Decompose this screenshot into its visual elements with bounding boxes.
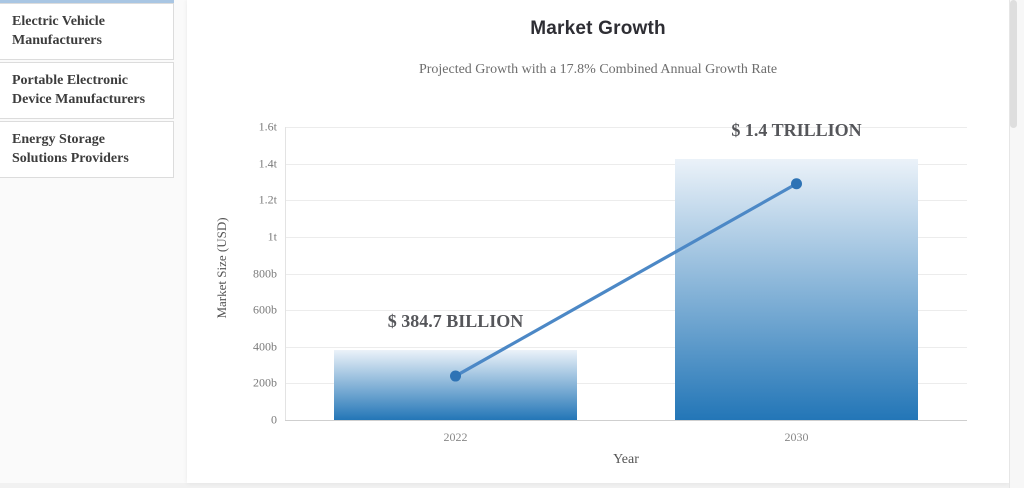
trend-line: [454, 182, 798, 378]
y-tick-label-1.6t: 1.6t: [258, 119, 277, 134]
sidebar-item-portable-electronic-device-manufacturers[interactable]: Portable Electronic Device Manufacturers: [0, 62, 174, 119]
line-marker-2022[interactable]: [450, 370, 461, 382]
gridline-1.6t: [285, 127, 967, 128]
y-tick-label-1t: 1t: [267, 229, 277, 244]
gridline-0: [285, 420, 967, 421]
sidebar-accent-bar: [0, 0, 174, 3]
sidebar-item-electric-vehicle-manufacturers[interactable]: Electric Vehicle Manufacturers: [0, 3, 174, 60]
y-tick-label-200b: 200b: [253, 375, 277, 390]
x-tick-label-2030: 2030: [784, 430, 809, 444]
bar-annotation-2030: $ 1.4 TRILLION: [731, 120, 862, 141]
y-tick-label-600b: 600b: [253, 302, 277, 317]
bar-2030[interactable]: [675, 159, 918, 420]
page-scrollbar[interactable]: [1009, 0, 1024, 488]
y-tick-label-1.4t: 1.4t: [258, 156, 277, 171]
y-axis-title: Market Size (USD): [214, 217, 229, 319]
gridline-1.2t: [285, 200, 967, 202]
gridline-1.4t: [285, 163, 967, 165]
sidebar-item-label: Portable Electronic Device Manufacturers: [12, 73, 146, 107]
gridline-800b: [285, 273, 967, 275]
plot-area: 0 200b 400b 600b 800b 1t 1.2t 1.4t 1.6t $ 384.7 B…: [253, 120, 967, 467]
y-tick-label-800b: 800b: [253, 266, 277, 280]
sidebar-item-label: Energy Storage Solutions Providers: [12, 132, 129, 166]
x-axis-title: Year: [613, 452, 639, 467]
scrollbar-thumb[interactable]: [1010, 0, 1017, 128]
chart-card: Market Growth Projected Growth with a 17…: [187, 0, 1009, 483]
sidebar-item-energy-storage-solutions-providers[interactable]: Energy Storage Solutions Providers: [0, 121, 174, 178]
x-tick-label-2022: 2022: [443, 430, 468, 444]
y-tick-label-0: 0: [271, 412, 277, 427]
bar-annotation-2022: $ 384.7 BILLION: [387, 310, 524, 331]
y-tick-label-1.2t: 1.2t: [258, 192, 277, 207]
y-axis-line: [285, 127, 286, 420]
gridline-1t: [285, 236, 967, 238]
sidebar-item-label: Electric Vehicle Manufacturers: [12, 14, 105, 48]
chart-subtitle: Projected Growth with a 17.8% Combined A…: [418, 62, 778, 77]
trend-line-layer: [450, 178, 802, 382]
gridline-400b: [285, 346, 967, 348]
chart-title: Market Growth: [530, 18, 666, 39]
gridline-200b: [285, 383, 967, 385]
sidebar: Electric Vehicle Manufacturers Portable …: [0, 0, 174, 180]
y-tick-label-400b: 400b: [253, 339, 277, 354]
gridline-600b: [285, 310, 967, 312]
line-marker-2030[interactable]: [791, 178, 802, 190]
bar-2022[interactable]: [334, 349, 577, 420]
